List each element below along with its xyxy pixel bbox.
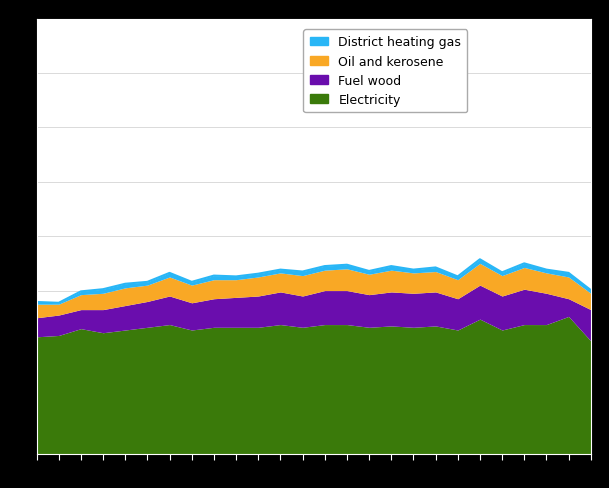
Legend: District heating gas, Oil and kerosene, Fuel wood, Electricity: District heating gas, Oil and kerosene, … [303,30,467,113]
